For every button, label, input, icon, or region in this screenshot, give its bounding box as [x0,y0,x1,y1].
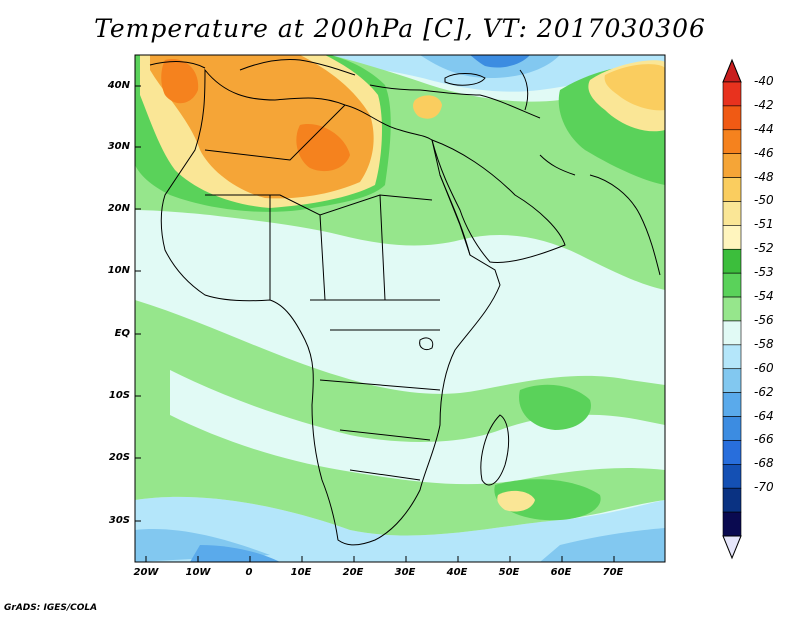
madagascar-coastline [480,414,510,486]
lat-label-30s: 30S [108,515,130,526]
colorbar-label: -58 [754,336,774,351]
colorbar-swatch [722,177,742,202]
lon-label-10w: 10W [185,567,211,578]
colorbar-label: -60 [754,360,774,375]
colorbar-swatch [722,296,742,322]
colorbar-swatch [722,368,742,393]
black-sea [444,73,486,86]
lon-label-70e: 70E [602,567,624,578]
colorbar-swatch [722,248,742,274]
colorbar-swatch [722,464,742,489]
field-light-tropics [170,370,665,485]
colorbar [722,58,742,560]
colorbar-swatch [722,105,742,131]
axis-ticks [135,85,615,562]
lat-label-20s: 20S [108,452,130,463]
field-south-blue [135,496,665,562]
colorbar-label: -46 [754,145,774,160]
colorbar-swatch [722,272,742,298]
field-north-blue-dark [470,55,530,68]
lon-label-40e: 40E [446,567,468,578]
colorbar-label: -42 [754,97,774,112]
temperature-field [135,55,665,562]
caspian-sea [519,69,529,111]
colorbar-label: -44 [754,121,774,136]
lon-label-20e: 20E [342,567,364,578]
colorbar-swatch [722,440,742,465]
india-coastline [589,174,661,276]
colorbar-swatch [722,81,742,107]
colorbar-label: -48 [754,169,774,184]
lon-label-10e: 10E [290,567,312,578]
colorbar-swatch [722,129,742,154]
persian-gulf [539,154,576,176]
colorbar-swatch [722,320,742,346]
colorbar-label: -64 [754,408,774,423]
lat-label-40n: 40N [107,80,130,91]
colorbar-label: -40 [754,74,774,88]
colorbar-top-arrow [722,58,742,83]
lon-label-60e: 60E [550,567,572,578]
colorbar-swatch [722,487,742,513]
field-south-blue-mid [135,528,665,562]
field-iran-orange [604,64,665,111]
colorbar-label: -66 [754,432,774,447]
colorbar-label: -51 [754,217,774,232]
lon-label-30e: 30E [394,567,416,578]
field-sahara-orange-dark [296,124,350,172]
lat-label-10n: 10N [107,265,130,276]
border-lines [204,104,441,481]
lat-label-30n: 30N [107,141,130,152]
lon-label-50e: 50E [498,567,520,578]
plot-frame [134,54,666,563]
colorbar-label: -54 [754,289,774,304]
lat-label-20n: 20N [107,203,130,214]
colorbar-label: -50 [754,193,774,208]
field-green-patch-east [519,384,591,430]
field-turkey-yellow [413,95,442,119]
lon-label-20w: 20W [133,567,159,578]
colorbar-swatch [722,416,742,441]
colorbar-swatch [722,392,742,417]
colorbar-bottom-arrow [722,535,742,560]
colorbar-label: -52 [754,241,774,256]
lake-victoria [419,337,434,351]
lat-label-10s: 10S [108,390,130,401]
red-sea [439,174,471,256]
field-south-blue-dark [190,545,280,562]
lon-label-0: 0 [245,567,253,578]
colorbar-swatch [722,201,742,226]
arabia-coastline [431,139,566,264]
colorbar-swatch [722,344,742,370]
coastlines [149,59,661,546]
colorbar-label: -56 [754,312,774,327]
chart-title: Temperature at 200hPa [C], VT: 201703030… [94,14,706,43]
colorbar-swatch [722,153,742,178]
colorbar-swatch [722,225,742,250]
colorbar-label: -68 [754,456,774,471]
colorbar-label: -70 [754,480,774,495]
field-atlas-orange-dark [161,59,199,104]
colorbar-label: -53 [754,265,774,280]
lat-label-eq: EQ [114,328,130,339]
credit-text: GrADS: IGES/COLA [4,603,98,613]
africa-coastline [160,68,501,546]
colorbar-swatch [722,511,742,537]
field-yellow-patch-se [497,490,535,512]
europe-coastline [149,59,541,119]
colorbar-label: -62 [754,384,774,399]
